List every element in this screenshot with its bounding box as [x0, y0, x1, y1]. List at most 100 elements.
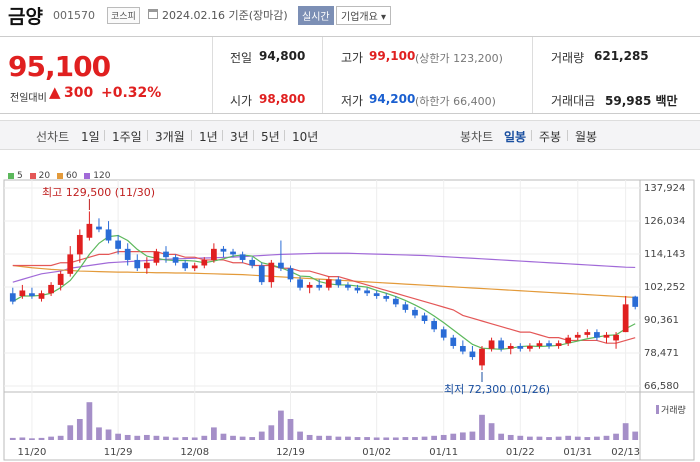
volume-bar — [96, 427, 102, 440]
amount-label: 거래대금 — [551, 94, 596, 108]
candle-body — [450, 337, 457, 346]
lower-limit: (하한가 66,400) — [415, 95, 496, 108]
candle-body — [527, 345, 533, 349]
up-triangle-icon: ▲ — [49, 83, 61, 101]
candle-body — [9, 293, 16, 302]
ma60-line — [12, 264, 636, 299]
candle-chart-label: 봉차트 — [460, 130, 494, 144]
volume-bar — [498, 433, 505, 440]
volume-bar — [469, 431, 476, 440]
volume-bar — [239, 436, 246, 440]
volume-bar — [278, 410, 284, 440]
candle-body — [287, 268, 294, 280]
candle-body — [182, 262, 189, 269]
tab-daily[interactable]: 일봉 — [504, 130, 527, 144]
volume-bar — [527, 436, 533, 440]
volume-bar — [211, 427, 217, 440]
volume-bar — [124, 434, 131, 440]
volume-bar — [536, 436, 543, 440]
candle-body — [373, 293, 380, 297]
candle-body — [565, 337, 572, 344]
volume-bar — [479, 414, 485, 440]
change-label: 전일대비 — [10, 93, 47, 104]
candle-body — [278, 262, 284, 269]
company-overview-dropdown[interactable]: 기업개요 ▾ — [336, 6, 391, 25]
volume-bar — [488, 423, 495, 440]
prev-close-value: 94,800 — [259, 49, 306, 63]
candle-body — [402, 304, 409, 310]
x-tick-label: 11/20 — [18, 447, 47, 458]
tab-5y[interactable]: 5년 — [261, 130, 280, 144]
candle-body — [297, 279, 303, 288]
volume-bar — [172, 437, 179, 440]
candle-body — [143, 262, 150, 269]
volume-bar — [297, 431, 303, 440]
candle-body — [96, 226, 102, 230]
base-date: 2024.02.16 기준(장마감) — [162, 9, 288, 22]
volume-bar — [316, 435, 323, 440]
candle-body — [632, 296, 639, 307]
ma120-line — [12, 252, 636, 283]
line-chart-label: 선차트 — [36, 130, 70, 144]
tab-3m[interactable]: 3개월 — [155, 130, 185, 144]
x-tick-label: 01/11 — [429, 447, 458, 458]
volume-bar — [594, 436, 600, 440]
volume-bar — [574, 436, 581, 440]
ma20-line — [12, 251, 636, 344]
x-tick-label: 01/02 — [362, 447, 391, 458]
volume-bar — [29, 438, 35, 440]
x-tick-label: 01/31 — [563, 447, 592, 458]
volume-bar — [249, 437, 256, 440]
volume-bar — [105, 429, 112, 440]
volume-label: 거래량 — [551, 51, 585, 65]
open-value: 98,800 — [259, 92, 306, 106]
stock-name: 금양 — [8, 6, 43, 28]
tab-1y[interactable]: 1년 — [199, 130, 218, 144]
tab-10y[interactable]: 10년 — [292, 130, 319, 144]
candle-body — [316, 284, 323, 288]
volume-label: 거래량 — [661, 404, 686, 416]
volume-bar — [546, 437, 552, 440]
candle-body — [48, 284, 54, 294]
candle-body — [459, 345, 466, 352]
volume-bar — [364, 437, 370, 440]
volume-bar — [268, 425, 275, 440]
volume-bar — [450, 433, 457, 440]
tab-3y[interactable]: 3년 — [230, 130, 249, 144]
volume-bar — [67, 425, 74, 440]
candle-body — [76, 234, 83, 255]
volume-bar — [412, 437, 418, 440]
change-percent: +0.32% — [101, 85, 162, 101]
price-summary: 95,100 전일대비 ▲ 300 +0.32% 전일 94,800 고가 99… — [0, 36, 700, 114]
amount-value: 59,985 백만 — [605, 94, 678, 108]
y-tick-label: 90,361 — [644, 315, 679, 326]
volume-bar — [306, 434, 313, 440]
y-tick-label: 102,252 — [644, 282, 685, 293]
change-value: 300 — [64, 85, 94, 101]
volume-bar — [354, 437, 361, 440]
volume-bar — [287, 419, 294, 440]
stock-header: 금양 001570 코스피 2024.02.16 기준(장마감) 실시간 기업개… — [0, 0, 700, 30]
candle-body — [172, 257, 179, 263]
candle-body — [29, 293, 35, 297]
realtime-button[interactable]: 실시간 — [298, 6, 334, 25]
candle-body — [392, 298, 399, 305]
candles — [9, 211, 639, 371]
legend-ma60: 60 — [56, 171, 77, 181]
y-tick-label: 66,580 — [644, 381, 679, 392]
volume-bar — [153, 435, 160, 440]
candle-body — [268, 262, 275, 283]
tab-weekly[interactable]: 주봉 — [539, 130, 562, 144]
ma-legend: 5 20 60 120 — [8, 171, 114, 181]
candle-body — [124, 248, 131, 260]
candle-body — [354, 287, 361, 291]
tab-monthly[interactable]: 월봉 — [575, 130, 598, 144]
tab-1w[interactable]: 1주일 — [112, 130, 142, 144]
volume-bar — [431, 435, 437, 440]
volume-bar — [258, 431, 265, 440]
candle-body — [431, 321, 437, 330]
volume-bar — [632, 431, 639, 440]
candle-body — [230, 251, 236, 255]
tab-1d[interactable]: 1일 — [81, 130, 100, 144]
